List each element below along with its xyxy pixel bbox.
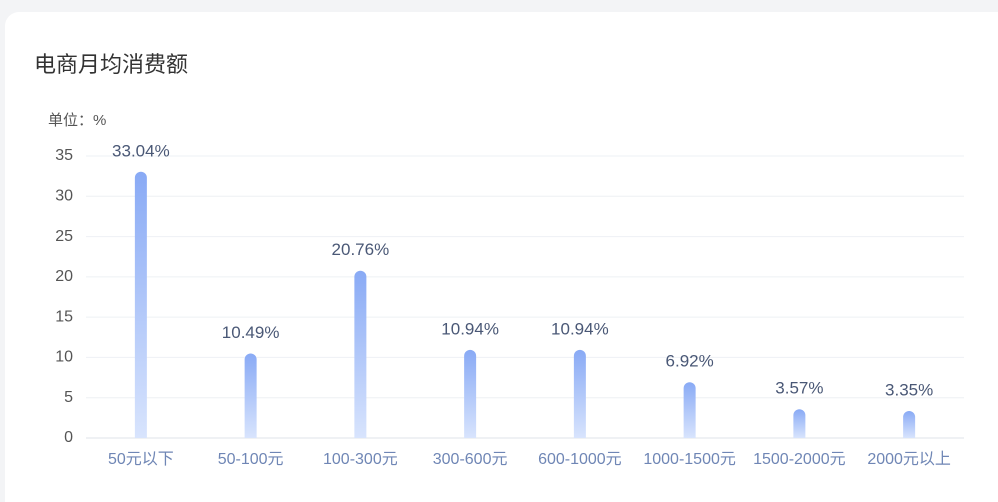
x-tick-label: 1500-2000元 [753,451,846,468]
y-tick-label: 30 [55,188,73,205]
value-label: 3.57% [775,379,823,398]
x-tick-label: 300-600元 [433,451,508,468]
x-tick-label: 50-100元 [218,451,284,468]
y-tick-label: 25 [55,228,73,245]
x-tick-label: 50元以下 [108,451,174,468]
y-tick-label: 0 [64,429,73,446]
y-tick-label: 5 [64,389,73,406]
x-tick-label: 600-1000元 [538,451,622,468]
card [5,12,998,502]
value-label: 20.76% [332,240,390,259]
bar [903,411,916,438]
y-tick-label: 20 [55,268,73,285]
y-tick-label: 35 [55,147,73,164]
x-tick-label: 100-300元 [323,451,398,468]
value-label: 10.94% [441,319,499,338]
bar [793,409,806,438]
bar [134,171,147,439]
chart-title: 电商月均消费额 [34,52,188,77]
x-tick-label: 1000-1500元 [643,451,736,468]
value-label: 10.94% [551,319,609,338]
value-label: 33.04% [112,141,170,160]
x-tick-label: 2000元以上 [867,450,951,468]
value-label: 10.49% [222,323,280,342]
bar [354,270,367,438]
unit-label: 单位：% [48,112,106,129]
y-tick-label: 15 [55,308,73,325]
bar [244,353,257,438]
y-tick-label: 10 [55,349,73,366]
value-label: 3.35% [885,380,933,399]
bar [464,349,477,438]
bar [573,349,586,438]
value-label: 6.92% [666,352,714,371]
bar [683,382,696,438]
